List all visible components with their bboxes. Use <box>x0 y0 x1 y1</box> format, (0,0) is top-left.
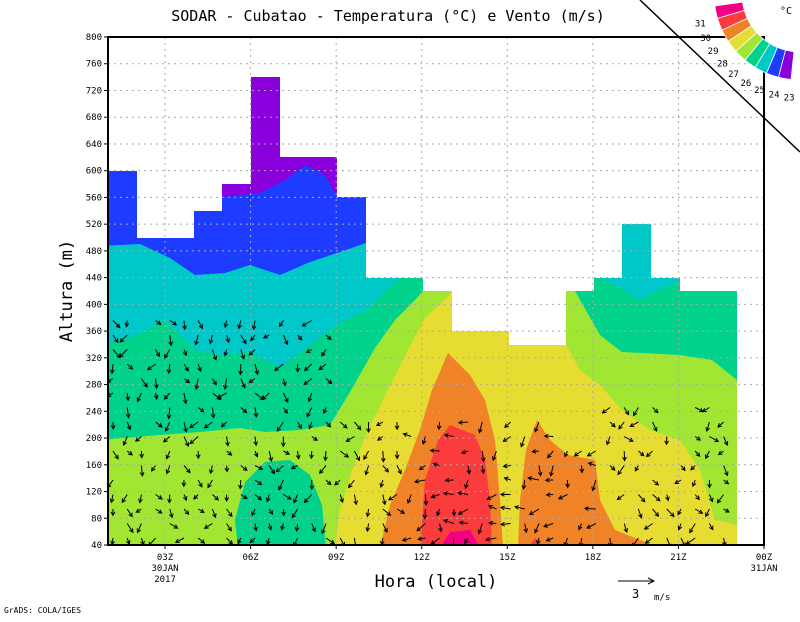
y-tick-label: 400 <box>86 300 102 310</box>
y-tick-label: 280 <box>86 381 102 391</box>
x-tick-label: 06Z <box>242 553 259 563</box>
x-tick-label: 00Z <box>756 553 773 563</box>
wind-arrow-shaft <box>453 538 454 548</box>
vector-reference-value: 3 <box>632 587 639 601</box>
y-axis: 40 80 120 160 200 240 280 320 360 400 440 480 520 560… <box>86 33 108 551</box>
colorbar-label: 27 <box>728 70 739 80</box>
footer-credit: GrADS: COLA/IGES <box>4 606 81 615</box>
y-tick-label: 240 <box>86 407 102 417</box>
y-tick-label: 680 <box>86 113 102 123</box>
x-tick-label: 09Z <box>328 553 345 563</box>
x-tick-label: 12Z <box>414 553 431 563</box>
y-tick-label: 480 <box>86 247 102 257</box>
colorbar-label: 23 <box>784 93 795 103</box>
x-tick-label: 03Z <box>157 553 174 563</box>
x-tick-sublabel: 31JAN <box>750 564 777 574</box>
y-tick-label: 440 <box>86 274 102 284</box>
y-tick-label: 560 <box>86 193 102 203</box>
x-tick-label: 21Z <box>670 553 687 563</box>
y-tick-label: 360 <box>86 327 102 337</box>
y-tick-label: 160 <box>86 461 102 471</box>
temperature-field <box>100 60 800 560</box>
y-tick-label: 800 <box>86 33 102 43</box>
y-axis-label: Altura (m) <box>57 240 77 342</box>
x-tick-label: 15Z <box>499 553 516 563</box>
vector-reference: 3 m/s <box>618 578 670 603</box>
colorbar-unit: °C <box>780 6 792 17</box>
colorbar-label: 24 <box>769 91 780 101</box>
y-tick-label: 200 <box>86 434 102 444</box>
y-tick-label: 760 <box>86 60 102 70</box>
y-tick-label: 120 <box>86 488 102 498</box>
vector-reference-unit: m/s <box>654 593 670 603</box>
y-tick-label: 520 <box>86 220 102 230</box>
x-tick-label: 18Z <box>585 553 602 563</box>
x-axis-label: Hora (local) <box>375 572 498 592</box>
colorbar-label: 31 <box>695 19 706 29</box>
y-tick-label: 40 <box>91 541 102 551</box>
colorbar-label: 28 <box>717 59 728 69</box>
colorbar-label: 29 <box>708 47 719 57</box>
y-tick-label: 640 <box>86 140 102 150</box>
y-tick-label: 80 <box>91 514 102 524</box>
x-tick-sublabel: 30JAN <box>151 564 178 574</box>
colorbar-label: 30 <box>700 34 711 44</box>
y-tick-label: 720 <box>86 86 102 96</box>
chart-title: SODAR - Cubatao - Temperatura (°C) e Ven… <box>171 7 604 25</box>
x-tick-sublabel: 2017 <box>154 575 176 585</box>
y-tick-label: 600 <box>86 167 102 177</box>
y-tick-label: 320 <box>86 354 102 364</box>
colorbar-label: 26 <box>740 79 751 89</box>
colorbar-label: 25 <box>754 86 765 96</box>
